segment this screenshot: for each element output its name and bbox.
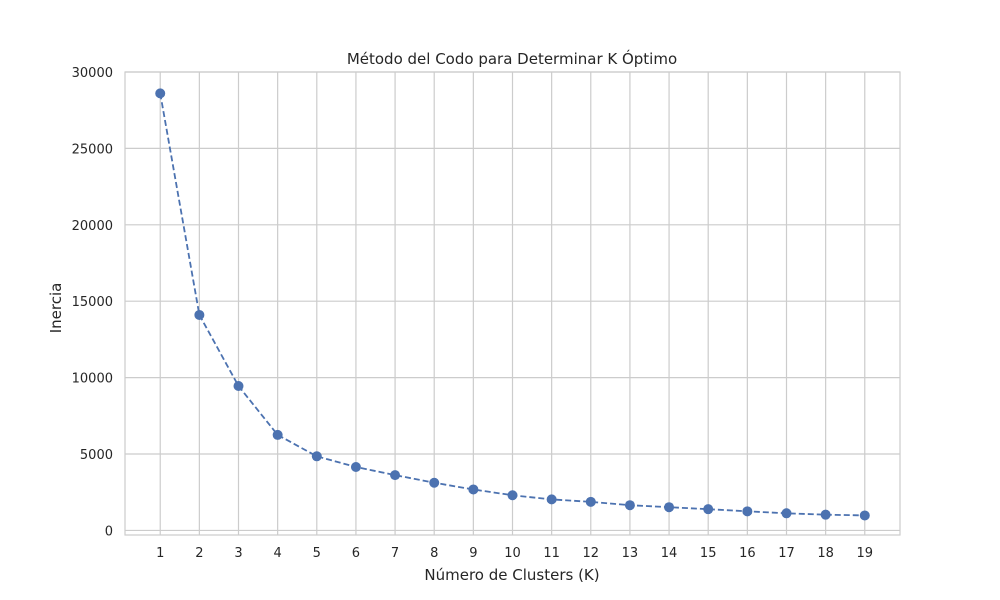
x-tick-label: 10 <box>504 546 521 561</box>
y-tick-label: 15000 <box>72 295 113 310</box>
x-tick-label: 16 <box>739 546 756 561</box>
data-point <box>155 88 166 99</box>
y-axis-label: Inercia <box>47 283 65 334</box>
data-point <box>350 462 361 473</box>
data-point <box>311 451 322 462</box>
y-tick-label: 10000 <box>72 372 113 387</box>
x-tick-label: 12 <box>583 546 600 561</box>
data-point <box>233 381 244 392</box>
data-point <box>859 510 870 521</box>
data-point <box>703 504 714 515</box>
y-tick-label: 25000 <box>72 142 113 157</box>
data-point <box>742 506 753 517</box>
x-tick-label: 2 <box>195 546 203 561</box>
x-tick-label: 9 <box>469 546 477 561</box>
y-tick-labels: 0 5000 10000 15000 20000 25000 30000 <box>72 66 113 539</box>
y-tick-label: 0 <box>105 524 113 539</box>
series <box>155 88 870 521</box>
data-point <box>546 494 557 505</box>
x-tick-label: 14 <box>661 546 678 561</box>
x-tick-label: 3 <box>234 546 242 561</box>
data-point <box>507 490 518 501</box>
data-point <box>194 309 205 320</box>
x-tick-label: 18 <box>817 546 834 561</box>
x-tick-label: 13 <box>622 546 639 561</box>
x-axis-label: Número de Clusters (K) <box>424 566 599 584</box>
x-tick-label: 17 <box>778 546 795 561</box>
plot-area-frame <box>124 71 901 536</box>
data-point <box>781 508 792 519</box>
y-tick-label: 5000 <box>80 448 113 463</box>
x-tick-label: 1 <box>156 546 164 561</box>
data-point <box>272 429 283 440</box>
x-tick-label: 8 <box>430 546 438 561</box>
chart-title: Método del Codo para Determinar K Óptimo <box>347 49 677 68</box>
data-point <box>468 484 479 495</box>
x-tick-labels: 1 2 3 4 5 6 7 8 9 10 11 12 13 14 15 16 17 18 19 <box>156 546 873 561</box>
x-tick-label: 6 <box>352 546 360 561</box>
x-tick-label: 7 <box>391 546 399 561</box>
y-tick-label: 30000 <box>72 66 113 81</box>
y-tick-label: 20000 <box>72 219 113 234</box>
data-point <box>624 500 635 511</box>
x-tick-label: 11 <box>543 546 560 561</box>
x-tick-label: 15 <box>700 546 717 561</box>
data-point <box>664 502 675 513</box>
data-point <box>585 496 596 507</box>
data-point <box>390 470 401 481</box>
x-tick-label: 5 <box>313 546 321 561</box>
x-tick-label: 4 <box>274 546 282 561</box>
data-point <box>429 477 440 488</box>
x-tick-label: 19 <box>856 546 873 561</box>
data-point <box>820 509 831 520</box>
grid <box>125 71 900 535</box>
